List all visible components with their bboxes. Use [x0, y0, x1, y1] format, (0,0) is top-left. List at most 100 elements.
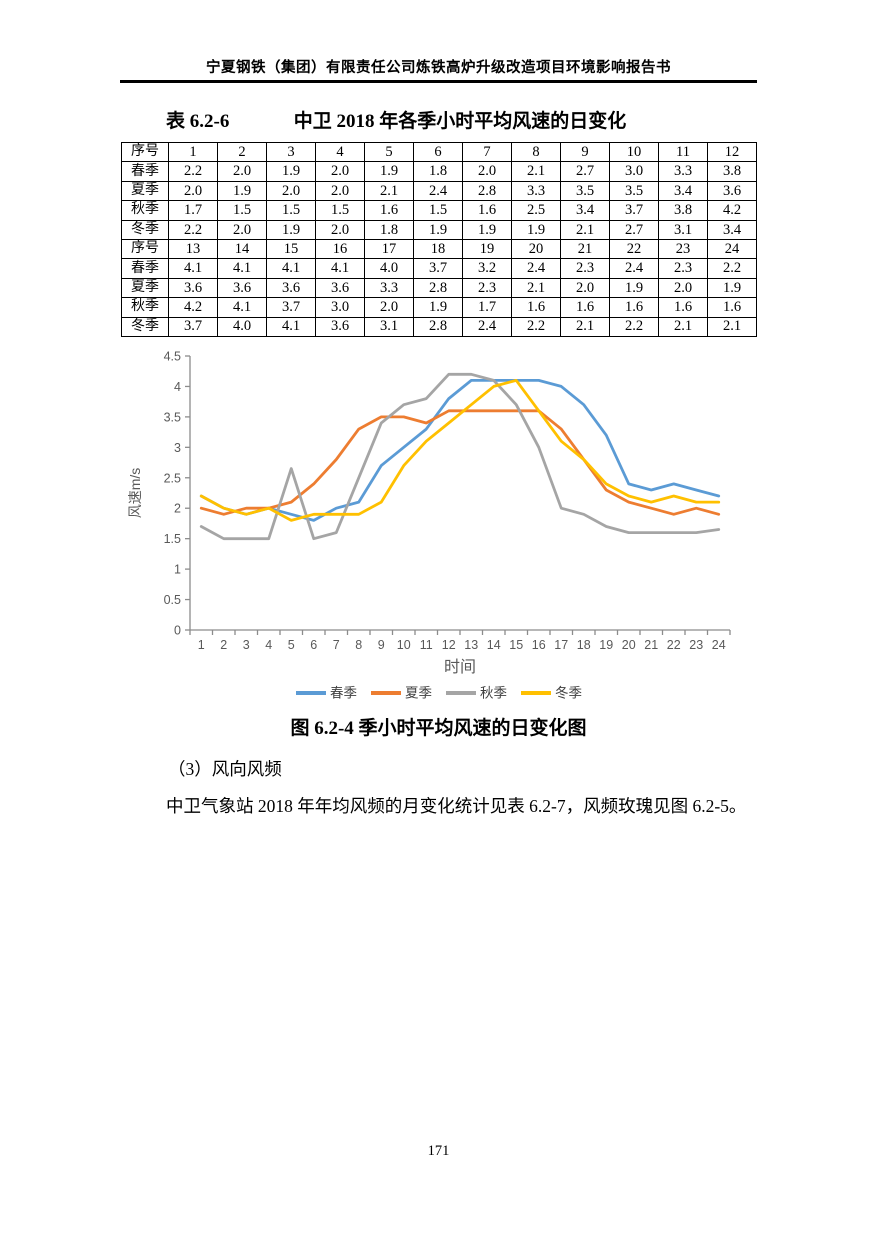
row-header-cell: 春季	[121, 161, 169, 182]
table-row: 夏季 2.0 1.9 2.0 2.0 2.1 2.4 2.8 3.3 3.5 3.5 3.4 3.6	[121, 180, 757, 202]
table-cell: 4.1	[217, 258, 267, 279]
table-cell: 4.0	[364, 258, 414, 279]
table-row: 秋季 1.7 1.5 1.5 1.5 1.6 1.5 1.6 2.5 3.4 3.7 3.8 4.2	[121, 200, 757, 221]
x-tick-label: 17	[554, 638, 568, 652]
x-tick-label: 15	[509, 638, 523, 652]
x-tick-label: 2	[220, 638, 227, 652]
table-cell: 1.6	[707, 297, 757, 318]
table-cell: 2.0	[266, 180, 316, 202]
table-cell: 1.5	[217, 200, 267, 221]
table-row: 春季 2.2 2.0 1.9 2.0 1.9 1.8 2.0 2.1 2.7 3.0 3.3 3.8	[121, 161, 757, 182]
row-header-cell: 夏季	[121, 277, 169, 299]
table-cell: 2.0	[560, 277, 610, 299]
table-cell: 1.5	[315, 200, 365, 221]
x-tick-label: 10	[397, 638, 411, 652]
table-cell: 1.9	[364, 161, 414, 182]
table-cell: 4.1	[266, 258, 316, 279]
row-header-cell: 秋季	[121, 297, 169, 318]
table-cell: 17	[364, 238, 414, 260]
table-cell: 11	[658, 141, 708, 163]
y-tick-label: 4.5	[164, 350, 181, 364]
table-cell: 14	[217, 238, 267, 260]
table-cell: 4.2	[168, 297, 218, 318]
table-cell: 3.5	[560, 180, 610, 202]
table-cell: 3.6	[217, 277, 267, 299]
y-tick-label: 3.5	[164, 410, 181, 424]
table-cell: 1.9	[511, 219, 561, 240]
x-tick-label: 16	[532, 638, 546, 652]
row-header-cell: 冬季	[121, 316, 169, 337]
table-cell: 2.8	[413, 277, 463, 299]
table-cell: 2.8	[413, 316, 463, 337]
y-tick-label: 1.5	[164, 532, 181, 546]
table-cell: 1.9	[413, 219, 463, 240]
x-tick-label: 4	[265, 638, 272, 652]
table-cell: 1.6	[560, 297, 610, 318]
table-cell: 1.9	[266, 161, 316, 182]
table-cell: 3.8	[707, 161, 757, 182]
table-cell: 4	[315, 141, 365, 163]
table-cell: 2.3	[658, 258, 708, 279]
wind-speed-line-chart: 00.511.522.533.544.51 2 3 4 5 6 7 8 9 10 11 12 13 14 1…	[127, 350, 731, 701]
table-cell: 1.6	[364, 200, 414, 221]
page-number: 171	[427, 1143, 450, 1159]
table-cell: 12	[707, 141, 757, 163]
series-line-夏季	[199, 409, 721, 516]
figure-caption: 图 6.2-4 季小时平均风速的日变化图	[290, 718, 587, 739]
table-cell: 7	[462, 141, 512, 163]
table-cell: 4.2	[707, 200, 757, 221]
y-tick-label: 2.5	[164, 471, 181, 485]
table-cell: 3.2	[462, 258, 512, 279]
table-cell: 3.6	[168, 277, 218, 299]
table-cell: 1.7	[462, 297, 512, 318]
table-cell: 3.1	[364, 316, 414, 337]
table-cell: 2.2	[707, 258, 757, 279]
header-divider	[120, 80, 757, 83]
x-tick-label: 12	[442, 638, 456, 652]
wind-speed-table-body: 序号 1 2 3 4 5 6 7 8 9 10 11 12 春季 2.2 2.0 1.9 2.0 1.9 1.8 2.0…	[121, 141, 757, 337]
x-tick-label: 8	[355, 638, 362, 652]
x-axis-title: 时间	[444, 658, 476, 676]
table-cell: 24	[707, 238, 757, 260]
x-tick-label: 3	[243, 638, 250, 652]
y-tick-label: 2	[174, 502, 181, 516]
table-cell: 15	[266, 238, 316, 260]
y-tick-label: 4	[174, 380, 181, 394]
section-item-heading: （3）风向风频	[168, 759, 282, 779]
table-cell: 2.1	[560, 316, 610, 337]
table-cell: 1.8	[364, 219, 414, 240]
x-tick-label: 18	[577, 638, 591, 652]
table-cell: 2.7	[560, 161, 610, 182]
x-tick-label: 19	[599, 638, 613, 652]
wind-speed-chart-container: 0 0.5 1 1.5 2 2.5 3 3.5 4 4.5 1 2 3 4 5 6 7 8 9 10 11 12 13 14 1…	[120, 350, 760, 706]
x-tick-label: 5	[288, 638, 295, 652]
table-cell: 3.6	[266, 277, 316, 299]
table-cell: 2.2	[609, 316, 659, 337]
table-row: 冬季 3.7 4.0 4.1 3.6 3.1 2.8 2.4 2.2 2.1 2.2 2.1 2.1	[121, 316, 757, 337]
x-tick-label: 24	[712, 638, 726, 652]
table-cell: 5	[364, 141, 414, 163]
table-cell: 2.2	[168, 219, 218, 240]
x-tick-label: 7	[333, 638, 340, 652]
x-tick-label: 1	[198, 638, 205, 652]
table-cell: 8	[511, 141, 561, 163]
table-cell: 20	[511, 238, 561, 260]
table-cell: 1.7	[168, 200, 218, 221]
table-row: 冬季 2.2 2.0 1.9 2.0 1.8 1.9 1.9 1.9 2.1 2.7 3.1 3.4	[121, 219, 757, 240]
table-row: 秋季 4.2 4.1 3.7 3.0 2.0 1.9 1.7 1.6 1.6 1.6 1.6 1.6	[121, 297, 757, 318]
table-cell: 1.6	[609, 297, 659, 318]
table-cell: 3.8	[658, 200, 708, 221]
table-cell: 22	[609, 238, 659, 260]
legend-label-秋季: 秋季	[480, 686, 507, 701]
legend-label-夏季: 夏季	[405, 686, 432, 701]
table-cell: 2.2	[168, 161, 218, 182]
table-cell: 4.1	[315, 258, 365, 279]
table-cell: 3.6	[315, 277, 365, 299]
table-cell: 1.9	[217, 180, 267, 202]
table-cell: 2.1	[658, 316, 708, 337]
x-tick-label: 9	[378, 638, 385, 652]
table-cell: 1.8	[413, 161, 463, 182]
table-cell: 2.0	[364, 297, 414, 318]
y-tick-label: 1	[174, 563, 181, 577]
